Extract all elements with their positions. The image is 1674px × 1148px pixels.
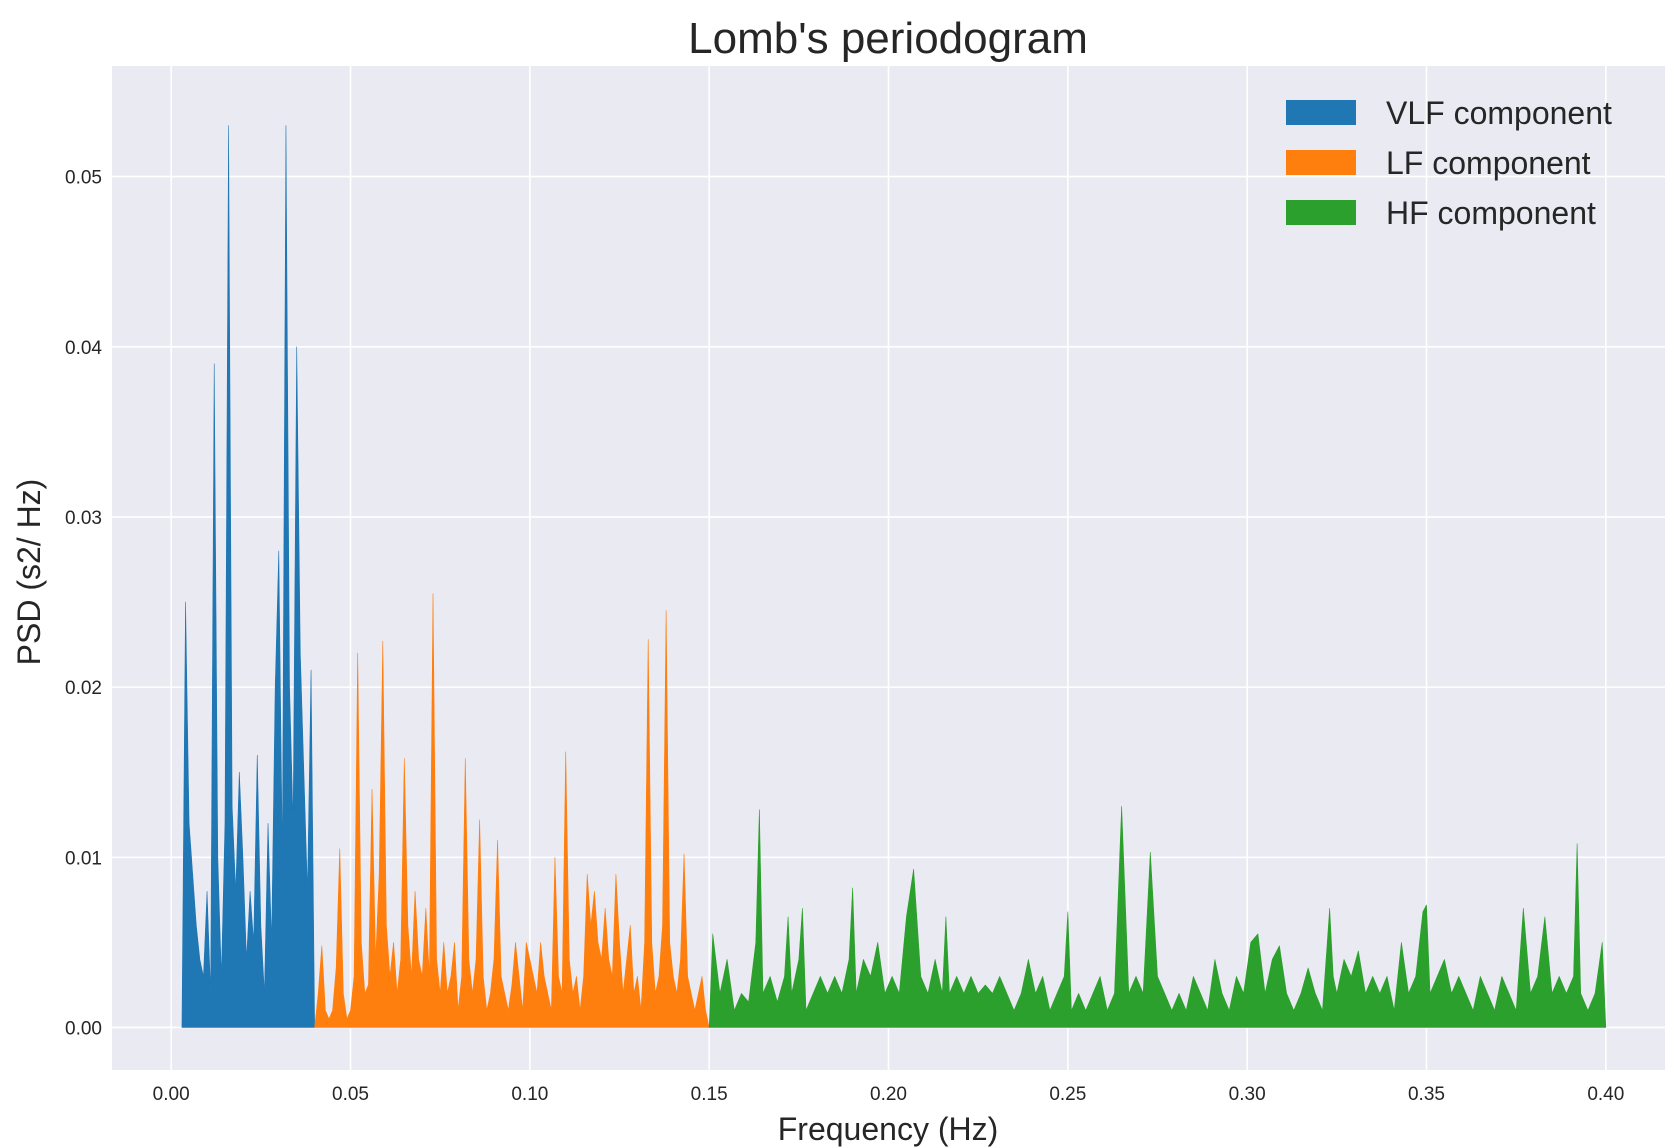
x-tick-label: 0.30 [1229, 1084, 1266, 1105]
y-tick-labels: 0.00 0.01 0.02 0.03 0.04 0.05 [65, 168, 102, 1040]
series-area-3 [708, 805, 1607, 1028]
y-tick-label: 0.00 [65, 1018, 102, 1039]
x-tick-label: 0.35 [1408, 1084, 1445, 1105]
y-tick-label: 0.05 [65, 168, 102, 189]
legend-label-2: LF component [1386, 145, 1591, 181]
y-tick-label: 0.04 [65, 338, 102, 359]
series-area-1 [181, 125, 315, 1028]
x-tick-label: 0.20 [870, 1084, 907, 1105]
x-tick-label: 0.10 [511, 1084, 548, 1105]
x-tick-label: 0.15 [691, 1084, 728, 1105]
legend-swatch-1 [1286, 100, 1356, 125]
legend-label-3: HF component [1386, 195, 1596, 231]
y-tick-label: 0.03 [65, 508, 102, 529]
series-areas [181, 125, 1607, 1028]
y-tick-label: 0.02 [65, 678, 102, 699]
y-tick-label: 0.01 [65, 848, 102, 869]
legend-swatch-3 [1286, 200, 1356, 225]
y-axis-label: PSD (s2/ Hz) [11, 479, 47, 666]
x-tick-label: 0.40 [1587, 1084, 1624, 1105]
legend: VLF component LF component HF component [1286, 95, 1612, 231]
x-tick-labels: 0.00 0.05 0.10 0.15 0.20 0.25 0.30 0.35 0.40 [153, 1084, 1625, 1105]
x-tick-label: 0.00 [153, 1084, 190, 1105]
legend-swatch-2 [1286, 150, 1356, 175]
x-tick-label: 0.05 [332, 1084, 369, 1105]
x-tick-label: 0.25 [1049, 1084, 1086, 1105]
x-axis-label: Frequency (Hz) [778, 1111, 999, 1147]
series-area-2 [314, 593, 710, 1028]
chart-title: Lomb's periodogram [688, 14, 1088, 63]
legend-label-1: VLF component [1386, 95, 1612, 131]
